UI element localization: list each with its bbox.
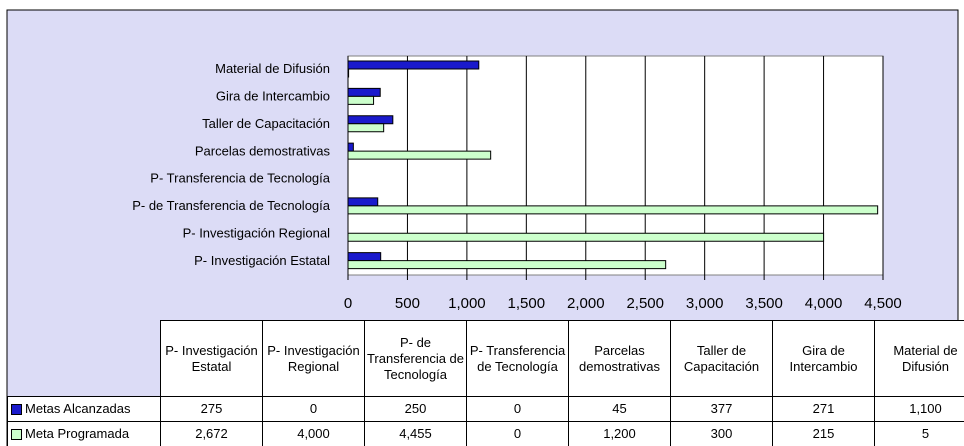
value-label: 0 bbox=[466, 396, 569, 422]
bar bbox=[347, 115, 394, 125]
value-label: 250 bbox=[364, 396, 467, 422]
table-header: P- de Transferencia de Tecnología bbox=[364, 320, 467, 397]
y-tick-label: P- de Transferencia de Tecnología bbox=[132, 198, 331, 213]
legend-entry: Metas Alcanzadas bbox=[7, 396, 161, 422]
table-header: P- Investigación Regional bbox=[262, 320, 365, 397]
cell-text: 1,100 bbox=[909, 401, 942, 416]
value-label: 300 bbox=[670, 421, 773, 446]
cell-text: Parcelas demostrativas bbox=[579, 342, 660, 374]
x-tick-label: 500 bbox=[395, 295, 420, 312]
table-header: P- Transferencia de Tecnología bbox=[466, 320, 569, 397]
y-tick-label: P- Investigación Regional bbox=[183, 225, 331, 240]
bar bbox=[347, 205, 879, 215]
cell-text: 0 bbox=[309, 401, 318, 416]
value-label: 1,200 bbox=[568, 421, 671, 446]
y-tick-label: P- Transferencia de Tecnología bbox=[150, 171, 330, 186]
value-label: 5 bbox=[874, 421, 964, 446]
x-tick-label: 1,500 bbox=[508, 295, 546, 312]
x-tick-label: 3,000 bbox=[686, 295, 724, 312]
x-tick-label: 1,000 bbox=[448, 295, 486, 312]
value-label: 0 bbox=[466, 421, 569, 446]
value-label: 377 bbox=[670, 396, 773, 422]
x-tick-label: 3,500 bbox=[745, 295, 783, 312]
value-label: 0 bbox=[262, 396, 365, 422]
bar bbox=[347, 68, 350, 78]
table-header: Gira de Intercambio bbox=[772, 320, 875, 397]
cell-text: 5 bbox=[921, 426, 930, 441]
bar bbox=[347, 232, 825, 242]
table-header: Material de Difusión bbox=[874, 320, 964, 397]
value-label: 4,455 bbox=[364, 421, 467, 446]
cell-text: 4,000 bbox=[297, 426, 330, 441]
cell-text: P- Transferencia de Tecnología bbox=[469, 342, 566, 374]
cell-text: 0 bbox=[513, 401, 522, 416]
legend-entry: Meta Programada bbox=[7, 421, 161, 446]
cell-text: 2,672 bbox=[195, 426, 228, 441]
cell-text: 250 bbox=[404, 401, 427, 416]
x-tick-label: 0 bbox=[344, 295, 352, 312]
bar bbox=[347, 95, 375, 105]
cell-text: Taller de Capacitación bbox=[683, 342, 760, 374]
y-tick-label: Gira de Intercambio bbox=[216, 89, 330, 104]
legend-label: Metas Alcanzadas bbox=[25, 401, 131, 416]
x-tick-label: 2,500 bbox=[626, 295, 664, 312]
y-tick-label: Parcelas demostrativas bbox=[195, 143, 331, 158]
cell-text: 275 bbox=[200, 401, 223, 416]
cell-text: 215 bbox=[812, 426, 835, 441]
cell-text: 0 bbox=[513, 426, 522, 441]
cell-text: P- Investigación Estatal bbox=[165, 342, 258, 374]
y-tick-label: Material de Difusión bbox=[215, 61, 330, 76]
bar bbox=[347, 142, 354, 152]
cell-text: Gira de Intercambio bbox=[789, 342, 858, 374]
value-label: 215 bbox=[772, 421, 875, 446]
plot-area bbox=[347, 55, 884, 276]
cell-text: 300 bbox=[710, 426, 733, 441]
bar bbox=[347, 150, 492, 160]
y-tick-label: P- Investigación Estatal bbox=[194, 253, 330, 268]
y-tick-label: Taller de Capacitación bbox=[202, 116, 330, 131]
value-label: 275 bbox=[160, 396, 263, 422]
cell-text: 1,200 bbox=[603, 426, 636, 441]
value-label: 2,672 bbox=[160, 421, 263, 446]
x-tick-label: 4,000 bbox=[805, 295, 843, 312]
table-header: Taller de Capacitación bbox=[670, 320, 773, 397]
legend-key bbox=[11, 428, 22, 440]
cell-text: 4,455 bbox=[399, 426, 432, 441]
value-label: 271 bbox=[772, 396, 875, 422]
bar bbox=[347, 123, 385, 133]
cell-text: 45 bbox=[612, 401, 627, 416]
value-label: 45 bbox=[568, 396, 671, 422]
table-header: Parcelas demostrativas bbox=[568, 320, 671, 397]
legend-label: Meta Programada bbox=[25, 426, 130, 441]
cell-text: Material de Difusión bbox=[893, 342, 958, 374]
bar bbox=[347, 60, 480, 70]
value-label: 1,100 bbox=[874, 396, 964, 422]
cell-text: 377 bbox=[710, 401, 733, 416]
x-tick-label: 4,500 bbox=[864, 295, 902, 312]
bar bbox=[347, 260, 667, 270]
legend-key bbox=[11, 403, 22, 415]
cell-text: P- Investigación Regional bbox=[267, 342, 360, 374]
value-label: 4,000 bbox=[262, 421, 365, 446]
cell-text: P- de Transferencia de Tecnología bbox=[366, 334, 465, 382]
table-header: P- Investigación Estatal bbox=[160, 320, 263, 397]
bar bbox=[347, 197, 379, 207]
bar bbox=[347, 87, 381, 97]
cell-text: 271 bbox=[812, 401, 835, 416]
x-tick-label: 2,000 bbox=[567, 295, 605, 312]
bar bbox=[347, 252, 382, 262]
